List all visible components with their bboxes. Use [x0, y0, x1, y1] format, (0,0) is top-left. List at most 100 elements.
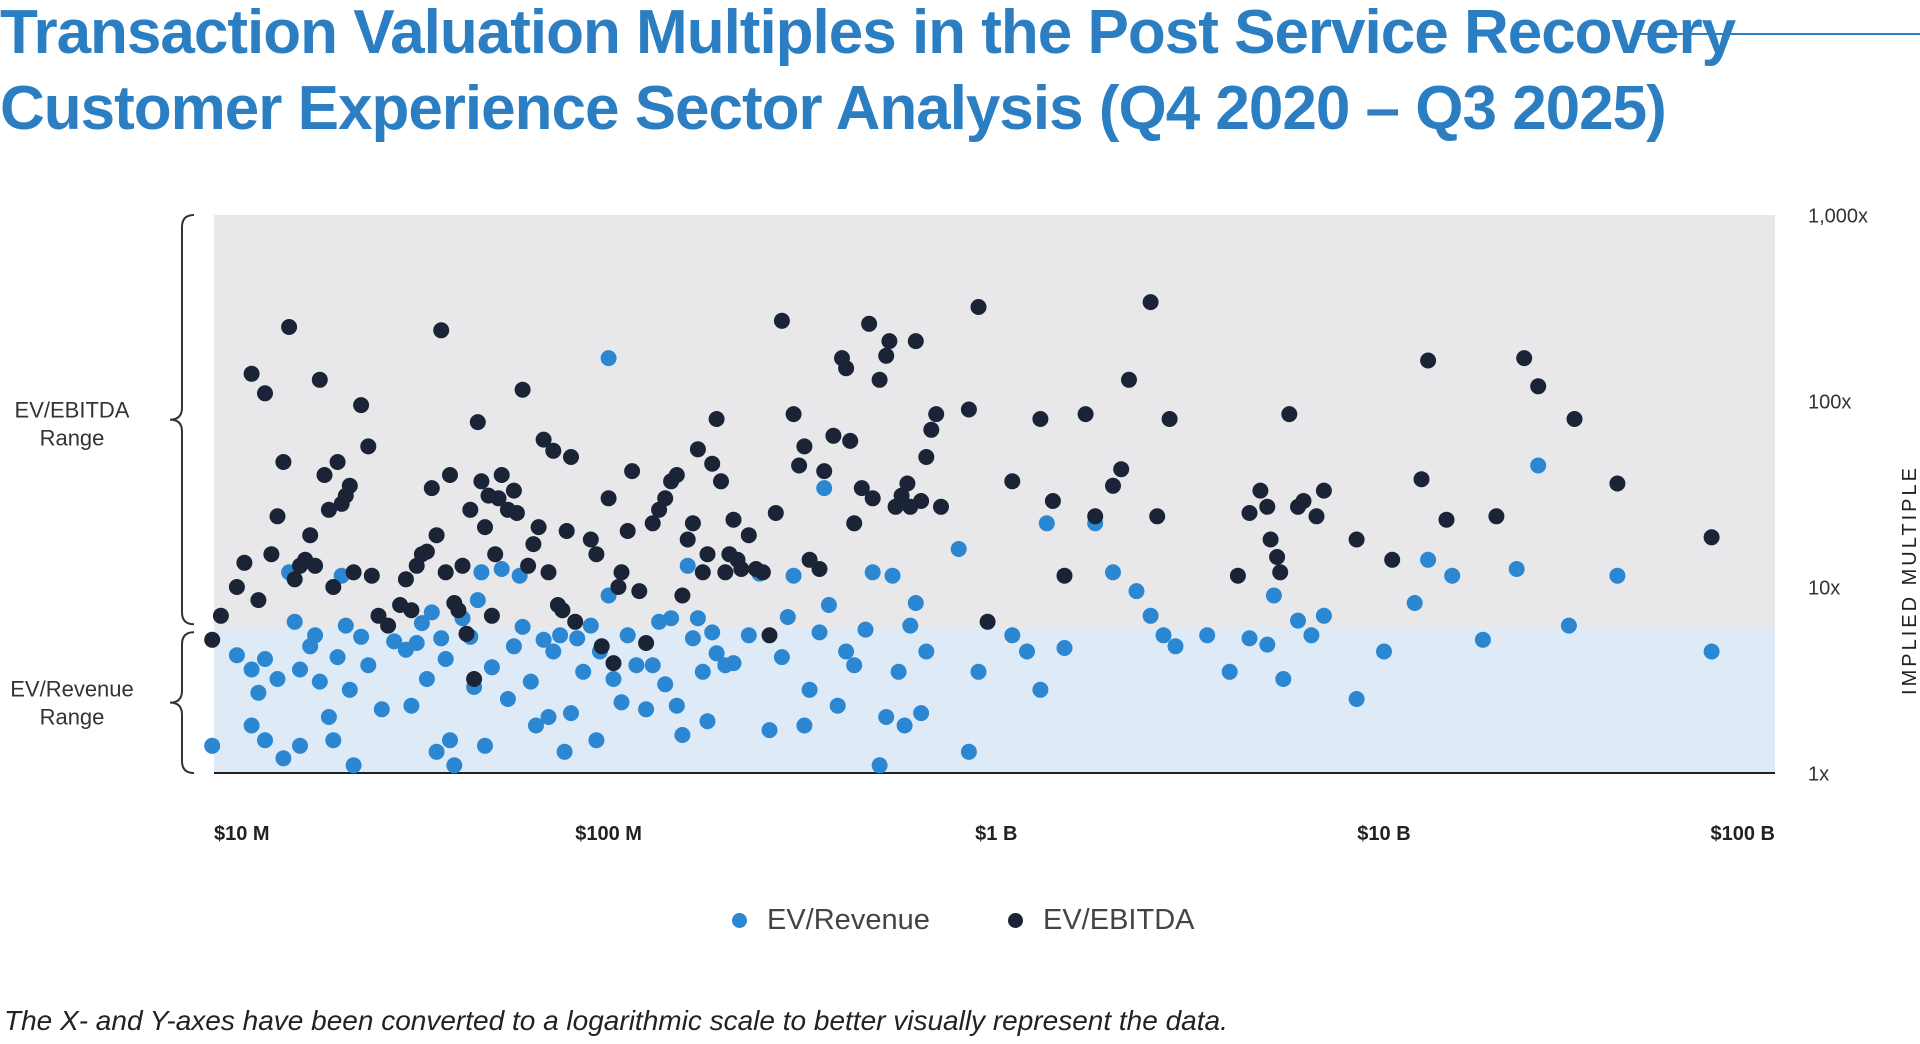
ev-ebitda-point: [257, 385, 273, 402]
ev-revenue-point: [311, 673, 328, 690]
ev-revenue-point: [286, 613, 303, 630]
legend-item-ev-revenue[interactable]: EV/Revenue: [732, 904, 930, 937]
ev-revenue-point: [619, 627, 636, 644]
ev-ebitda-point: [725, 511, 742, 528]
ev-ebitda-point: [1113, 461, 1130, 478]
ev-revenue-point: [418, 671, 435, 687]
ev-ebitda-point: [423, 480, 440, 497]
ev-ebitda-point: [520, 557, 537, 574]
ev-ebitda-point: [567, 613, 584, 630]
ev-ebitda-point: [360, 438, 377, 455]
ev-ebitda-point: [370, 607, 387, 624]
ev-ebitda-point: [674, 587, 691, 604]
ev-revenue-point: [1241, 630, 1258, 647]
ev-ebitda-point: [1566, 411, 1583, 427]
ev-revenue-point: [638, 701, 655, 718]
ev-revenue-point: [811, 624, 828, 641]
ev-revenue-point: [689, 610, 706, 627]
ev-ebitda-range-label-2: Range: [40, 426, 105, 451]
ev-ebitda-point: [918, 449, 935, 465]
legend-label-ev-ebitda: EV/EBITDA: [1043, 904, 1195, 936]
ev-revenue-point: [708, 645, 725, 662]
ev-revenue-point: [250, 684, 267, 701]
ev-ebitda-point: [540, 564, 557, 581]
ev-revenue-point: [1703, 643, 1720, 660]
ev-ebitda-point: [228, 579, 245, 595]
ev-revenue-point: [1376, 643, 1392, 660]
ev-ebitda-point: [825, 427, 842, 444]
ev-revenue-point: [337, 617, 354, 634]
ev-ebitda-point: [462, 501, 479, 518]
ev-revenue-point: [1406, 595, 1423, 611]
ev-revenue-brace: [169, 631, 195, 774]
ev-ebitda-point: [530, 519, 547, 536]
ev-revenue-range-label: EV/Revenue: [10, 677, 134, 702]
ev-ebitda-range-label: EV/EBITDA: [15, 398, 130, 423]
y-tick-label: 1,000x: [1808, 205, 1868, 227]
ev-ebitda-point: [477, 519, 493, 536]
ev-ebitda-point: [1315, 482, 1332, 499]
ev-revenue-point: [1290, 612, 1306, 629]
ev-revenue-point: [1221, 663, 1238, 680]
ev-revenue-point: [871, 757, 888, 774]
ev-ebitda-point: [610, 579, 627, 595]
ev-ebitda-point: [1161, 411, 1178, 427]
ev-ebitda-point: [588, 546, 605, 563]
legend-swatch-ev-ebitda: [1008, 913, 1023, 928]
ev-ebitda-point: [1259, 498, 1276, 515]
ev-ebitda-point: [1348, 531, 1365, 548]
ev-ebitda-point: [1295, 493, 1312, 509]
ev-ebitda-point: [699, 546, 716, 563]
ev-ebitda-point: [1516, 350, 1533, 367]
ev-ebitda-point: [1142, 294, 1159, 311]
x-tick-label: $10 B: [1357, 823, 1410, 845]
ev-revenue-point: [628, 657, 645, 674]
ev-ebitda-point: [864, 490, 881, 507]
ev-revenue-point: [408, 635, 425, 651]
ev-revenue-point: [341, 681, 358, 698]
ev-revenue-point: [569, 630, 586, 647]
ev-ebitda-point: [853, 480, 870, 497]
ev-revenue-point: [204, 737, 221, 754]
ev-ebitda-point: [613, 564, 630, 581]
ev-ebitda-point: [554, 602, 571, 619]
ev-revenue-point: [704, 624, 721, 641]
ev-revenue-point: [386, 633, 403, 650]
ev-ebitda-point: [505, 482, 522, 499]
ev-revenue-point: [613, 694, 630, 711]
ev-revenue-point: [1142, 607, 1159, 624]
ev-revenue-point: [796, 717, 813, 734]
ev-revenue-point: [1315, 607, 1332, 624]
ev-ebitda-point: [236, 554, 253, 571]
ev-revenue-point: [902, 617, 919, 634]
ev-ebitda-point: [1032, 411, 1049, 427]
ev-revenue-point: [269, 671, 286, 687]
legend-item-ev-ebitda[interactable]: EV/EBITDA: [1008, 904, 1195, 937]
ev-ebitda-point: [1413, 471, 1430, 488]
ev-ebitda-point: [525, 536, 542, 553]
ev-ebitda-point: [1438, 511, 1455, 528]
ev-revenue-point: [970, 663, 987, 680]
ev-revenue-point: [725, 655, 742, 672]
title-rule: [1640, 33, 1920, 35]
ev-ebitda-point: [1262, 531, 1279, 548]
ev-revenue-point: [918, 643, 935, 660]
ev-ebitda-point: [397, 571, 414, 588]
ev-revenue-point: [483, 659, 500, 676]
ev-ebitda-point: [740, 527, 757, 544]
ev-revenue-points: [204, 350, 1720, 774]
ev-revenue-point: [820, 597, 837, 613]
ev-revenue-point: [320, 709, 337, 725]
ev-revenue-point: [694, 663, 711, 680]
ev-ebitda-point: [325, 579, 342, 595]
ev-revenue-point: [890, 663, 907, 680]
ev-ebitda-point: [761, 627, 778, 644]
ev-ebitda-point: [250, 592, 267, 609]
ev-revenue-point: [473, 564, 490, 581]
ev-revenue-point: [1530, 457, 1547, 474]
ev-revenue-point: [413, 615, 430, 632]
ev-ebitda-point: [970, 299, 987, 315]
ev-ebitda-point: [1420, 352, 1437, 369]
ev-ebitda-point: [960, 401, 977, 418]
ev-revenue-point: [600, 350, 617, 367]
